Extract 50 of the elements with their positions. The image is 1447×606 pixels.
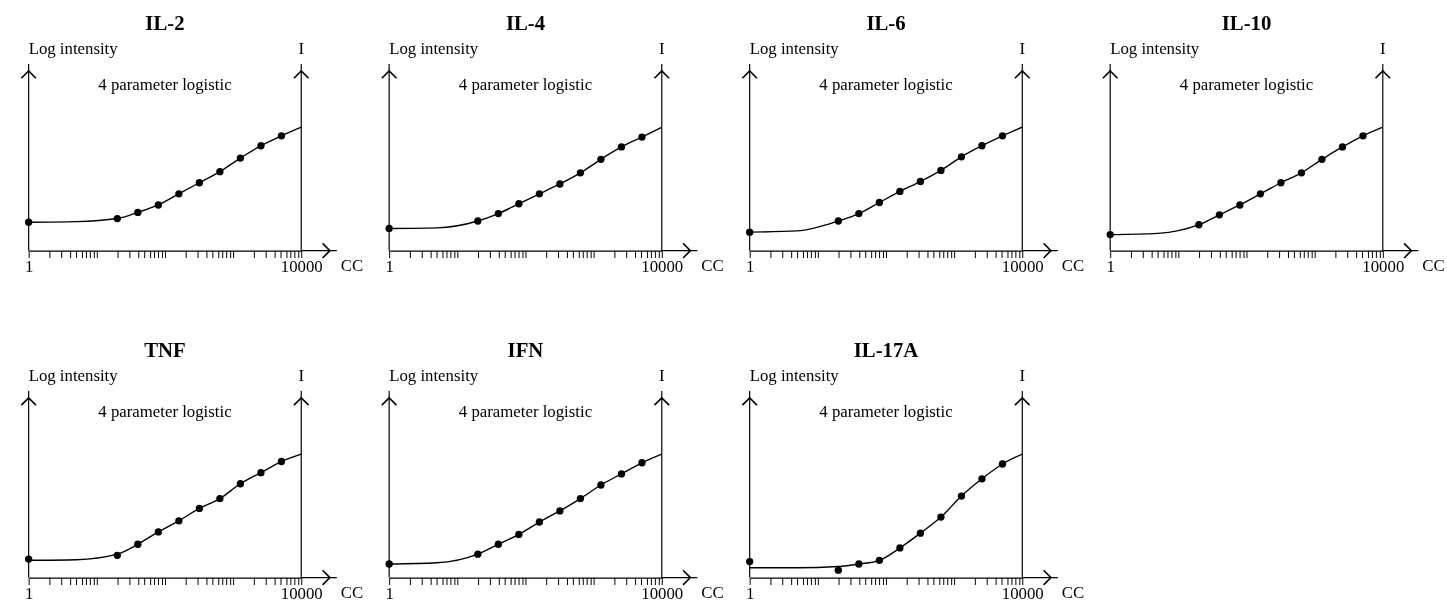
y-axis-title: Log intensity xyxy=(749,39,840,59)
x-tick-label: 1 xyxy=(24,256,34,276)
x-axis-title: CC xyxy=(701,583,724,603)
x-axis-title: CC xyxy=(701,256,724,276)
x-axis-title: CC xyxy=(1422,256,1445,276)
x-tick-label: 1 xyxy=(24,583,34,603)
x-tick-label: 1 xyxy=(745,256,755,276)
y2-axis-title: I xyxy=(1019,39,1026,59)
x-tick-label: 1 xyxy=(745,583,755,603)
text: 4 parameter logistic xyxy=(98,401,232,421)
text: 4 parameter logistic xyxy=(458,401,593,421)
text: 4 parameter logistic xyxy=(819,74,953,94)
y2-axis-title: I xyxy=(298,366,305,386)
y-axis-title: Log intensity xyxy=(28,39,119,59)
text: 4 parameter logistic xyxy=(819,401,953,421)
x-tick-label: 10000 xyxy=(641,583,684,603)
y2-axis-title: I xyxy=(1380,39,1386,59)
x-axis-title: CC xyxy=(1061,256,1085,276)
y-axis-title: Log intensity xyxy=(28,366,119,386)
y2-axis-title: I xyxy=(298,39,305,59)
text: 4 parameter logistic xyxy=(458,74,593,94)
chart-title: IL-10 xyxy=(1221,12,1272,35)
point xyxy=(834,566,842,574)
y-axis-title: Log intensity xyxy=(389,366,479,386)
x-axis-title: CC xyxy=(1061,583,1085,603)
x-tick-label: 10000 xyxy=(641,256,684,276)
y-axis-title: Log intensity xyxy=(749,366,840,386)
x-tick-label: 10000 xyxy=(1001,256,1044,276)
x-tick-label: 10000 xyxy=(1001,583,1044,603)
x-tick-label: 1 xyxy=(1106,256,1115,276)
text: 4 parameter logistic xyxy=(1179,74,1314,94)
x-tick-label: 10000 xyxy=(1362,256,1405,276)
y2-axis-title: I xyxy=(658,366,665,386)
x-tick-label: 10000 xyxy=(280,256,323,276)
chart-title: IL-4 xyxy=(505,12,546,35)
y-axis-title: Log intensity xyxy=(389,39,479,59)
text: 4 parameter logistic xyxy=(98,74,232,94)
chart-title: IFN xyxy=(507,339,544,362)
chart-title: IL-2 xyxy=(145,12,185,35)
chart-title: IL-17A xyxy=(853,339,919,362)
x-axis-title: CC xyxy=(340,583,364,603)
x-axis-title: CC xyxy=(340,256,364,276)
x-tick-label: 1 xyxy=(385,583,394,603)
chart-title: TNF xyxy=(144,339,186,362)
x-tick-label: 10000 xyxy=(280,583,323,603)
chart-title: IL-6 xyxy=(866,12,906,35)
y2-axis-title: I xyxy=(1019,366,1026,386)
y2-axis-title: I xyxy=(658,39,665,59)
x-tick-label: 1 xyxy=(385,256,394,276)
y-axis-title: Log intensity xyxy=(1110,39,1200,59)
